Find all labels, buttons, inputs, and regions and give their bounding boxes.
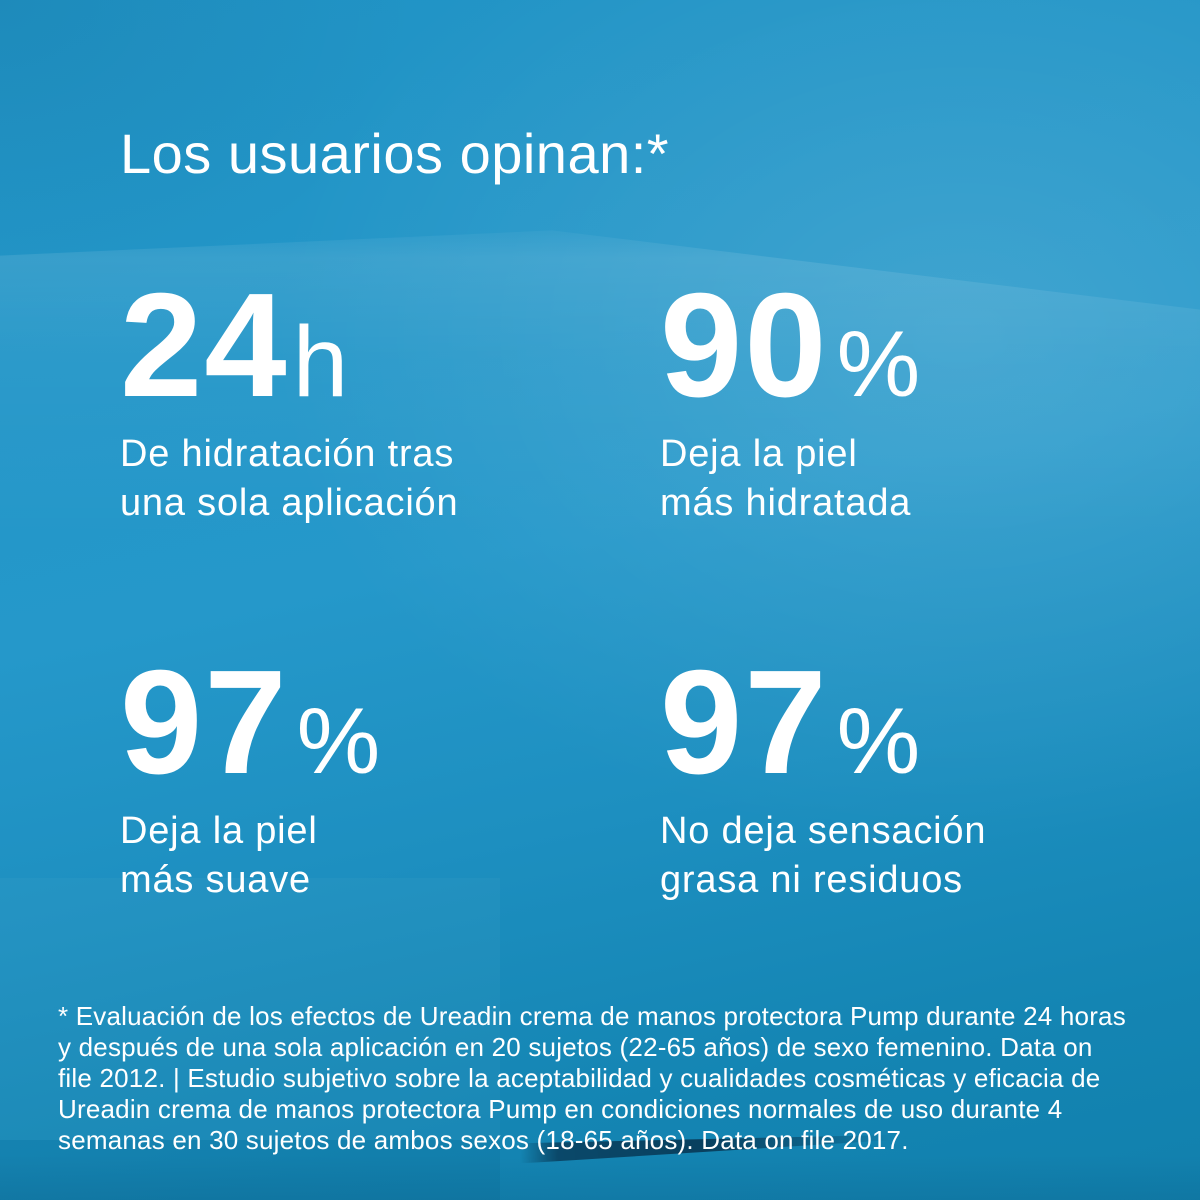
- stat-description: Deja la piel más hidratada: [660, 430, 1140, 528]
- footnote: * Evaluación de los efectos de Ureadin c…: [58, 1001, 1126, 1156]
- stat-description-line: Deja la piel: [120, 810, 318, 852]
- stat-description-line: más suave: [120, 859, 311, 901]
- footnote-line: semanas en 30 sujetos de ambos sexos (18…: [58, 1125, 909, 1155]
- stat-no-greasy-residue-97: 97% No deja sensación grasa ni residuos: [660, 649, 1140, 905]
- stat-description: Deja la piel más suave: [120, 807, 660, 905]
- stat-hydration-24h: 24h De hidratación tras una sola aplicac…: [120, 272, 660, 649]
- stat-description: De hidratación tras una sola aplicación: [120, 430, 660, 528]
- stat-description-line: No deja sensación: [660, 810, 987, 852]
- stat-unit: %: [836, 688, 921, 793]
- stat-number: 97%: [660, 649, 1140, 797]
- footnote-line: * Evaluación de los efectos de Ureadin c…: [58, 1001, 1126, 1031]
- stat-value: 97: [120, 640, 289, 805]
- stat-description-line: más hidratada: [660, 482, 912, 524]
- stat-number: 97%: [120, 649, 660, 797]
- stat-description-line: Deja la piel: [660, 433, 858, 475]
- stat-unit: %: [836, 311, 921, 416]
- stat-number: 24h: [120, 272, 660, 420]
- footnote-line: Ureadin crema de manos protectora Pump e…: [58, 1094, 1063, 1124]
- background-bottom-shade: [0, 1155, 1200, 1200]
- background-seam-shadow: [0, 1140, 500, 1200]
- stat-description-line: grasa ni residuos: [660, 859, 963, 901]
- stat-unit: h: [292, 306, 349, 418]
- stats-grid: 24h De hidratación tras una sola aplicac…: [120, 272, 1140, 905]
- stat-description-line: una sola aplicación: [120, 482, 459, 524]
- stat-softer-skin-97: 97% Deja la piel más suave: [120, 649, 660, 905]
- footnote-line: y después de una sola aplicación en 20 s…: [58, 1032, 1093, 1062]
- page-title: Los usuarios opinan:*: [120, 122, 670, 185]
- stat-description-line: De hidratación tras: [120, 433, 455, 475]
- stat-unit: %: [296, 688, 381, 793]
- stat-value: 97: [660, 640, 829, 805]
- stat-value: 24: [120, 263, 289, 428]
- stat-more-hydrated-90: 90% Deja la piel más hidratada: [660, 272, 1140, 649]
- footnote-line: file 2012. | Estudio subjetivo sobre la …: [58, 1063, 1101, 1093]
- stat-number: 90%: [660, 272, 1140, 420]
- stat-description: No deja sensación grasa ni residuos: [660, 807, 1140, 905]
- stat-value: 90: [660, 263, 829, 428]
